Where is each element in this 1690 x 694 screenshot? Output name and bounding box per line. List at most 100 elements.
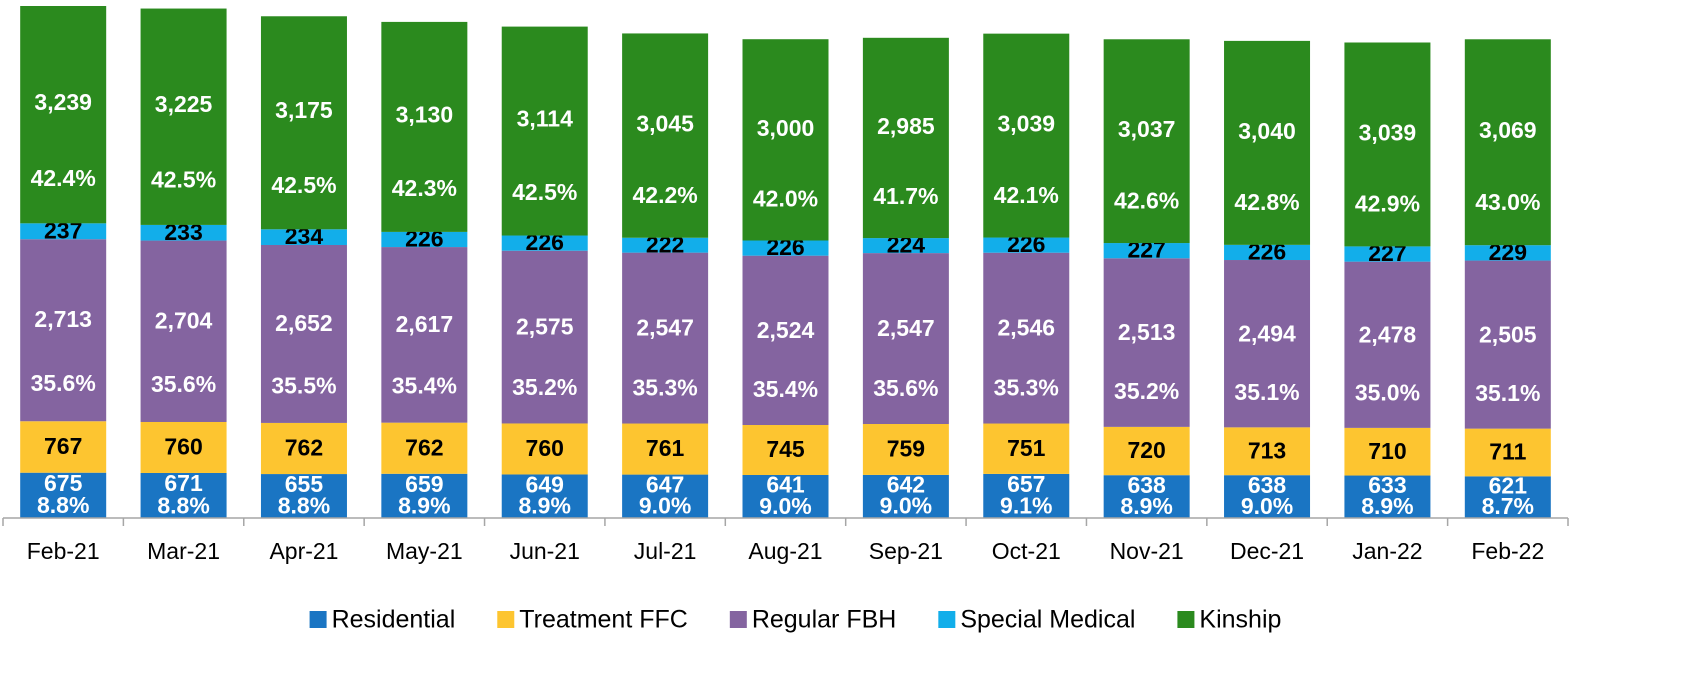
bar-segment bbox=[501, 250, 588, 424]
percent-label: 8.7% bbox=[1482, 493, 1534, 519]
bar-segment bbox=[1224, 244, 1311, 261]
percent-label: 35.4% bbox=[392, 373, 457, 399]
bar-segment bbox=[1103, 243, 1190, 259]
bar-segment bbox=[862, 37, 949, 239]
bar-segment bbox=[742, 240, 829, 256]
value-label: 2,494 bbox=[1238, 320, 1296, 346]
bar-segment bbox=[381, 473, 468, 518]
value-label: 3,039 bbox=[997, 110, 1055, 136]
percent-label: 42.5% bbox=[512, 179, 577, 205]
value-label: 2,652 bbox=[275, 310, 333, 336]
x-tick-label: Feb-22 bbox=[1471, 538, 1544, 564]
bar-segment bbox=[1344, 475, 1431, 518]
percent-label: 42.0% bbox=[753, 185, 818, 211]
percent-label: 42.6% bbox=[1114, 187, 1179, 213]
value-label: 710 bbox=[1368, 438, 1406, 464]
value-label: 671 bbox=[164, 470, 203, 496]
percent-label: 35.1% bbox=[1234, 379, 1299, 405]
x-tick-label: Nov-21 bbox=[1110, 538, 1184, 564]
value-label: 2,524 bbox=[757, 317, 815, 343]
bar-segment bbox=[742, 39, 829, 241]
percent-label: 8.8% bbox=[278, 493, 330, 519]
value-label: 759 bbox=[887, 436, 925, 462]
bar-segment bbox=[622, 252, 709, 424]
bar-segment bbox=[501, 26, 588, 236]
bar-segment bbox=[140, 224, 227, 241]
percent-label: 43.0% bbox=[1475, 189, 1540, 215]
percent-label: 42.9% bbox=[1355, 191, 1420, 217]
value-label: 2,513 bbox=[1118, 319, 1176, 345]
value-label: 3,225 bbox=[155, 91, 213, 117]
bar-segment bbox=[501, 474, 588, 518]
percent-label: 42.3% bbox=[392, 175, 457, 201]
x-tick-label: Feb-21 bbox=[27, 538, 100, 564]
bar-segment bbox=[1464, 260, 1551, 429]
value-label: 2,617 bbox=[396, 311, 454, 337]
bar-segment bbox=[381, 21, 468, 232]
percent-label: 35.2% bbox=[512, 374, 577, 400]
percent-label: 42.5% bbox=[151, 167, 216, 193]
value-label: 3,040 bbox=[1238, 118, 1296, 144]
bar-segment bbox=[140, 240, 227, 422]
bar-segment bbox=[260, 474, 347, 518]
percent-label: 8.9% bbox=[1361, 493, 1413, 519]
bar-segment bbox=[622, 33, 709, 238]
bar-segment bbox=[1103, 258, 1190, 427]
value-label: 762 bbox=[285, 435, 323, 461]
bar-segment bbox=[501, 423, 588, 475]
bar-segment bbox=[622, 237, 709, 253]
percent-label: 9.0% bbox=[759, 493, 811, 519]
bar-segment bbox=[622, 474, 709, 518]
value-label: 761 bbox=[646, 435, 685, 461]
x-tick-label: Sep-21 bbox=[869, 538, 943, 564]
bar-segment bbox=[1224, 40, 1311, 245]
percent-label: 42.1% bbox=[994, 182, 1059, 208]
value-label: 3,114 bbox=[517, 106, 573, 132]
x-tick-label: Apr-21 bbox=[269, 538, 338, 564]
bar-segment bbox=[20, 223, 107, 240]
value-label: 3,175 bbox=[275, 97, 333, 123]
percent-label: 35.3% bbox=[633, 374, 698, 400]
value-label: 762 bbox=[405, 434, 443, 460]
value-label: 751 bbox=[1007, 435, 1046, 461]
bar-segment bbox=[20, 239, 107, 422]
bar-segment bbox=[1103, 39, 1190, 244]
legend-swatch bbox=[309, 611, 327, 628]
value-label: 3,037 bbox=[1118, 116, 1176, 142]
percent-label: 35.1% bbox=[1475, 380, 1540, 406]
value-label: 720 bbox=[1127, 437, 1165, 463]
percent-label: 9.0% bbox=[880, 493, 932, 519]
x-tick-label: Dec-21 bbox=[1230, 538, 1304, 564]
legend: Residential Treatment FFC Regular FBH Speci… bbox=[309, 606, 1281, 634]
bar-segment bbox=[742, 255, 829, 426]
bar-segment bbox=[742, 474, 829, 518]
value-label: 649 bbox=[526, 471, 564, 497]
value-label: 3,239 bbox=[34, 89, 92, 115]
bar-segment bbox=[983, 423, 1070, 474]
percent-label: 35.0% bbox=[1355, 380, 1420, 406]
percent-label: 8.9% bbox=[1120, 493, 1172, 519]
value-label: 2,478 bbox=[1359, 322, 1417, 348]
percent-label: 35.2% bbox=[1114, 378, 1179, 404]
value-label: 2,547 bbox=[636, 315, 694, 341]
percent-label: 35.6% bbox=[873, 375, 938, 401]
value-label: 675 bbox=[44, 470, 83, 496]
percent-label: 8.9% bbox=[398, 492, 450, 518]
value-label: 647 bbox=[646, 471, 684, 497]
value-label: 760 bbox=[526, 435, 564, 461]
x-tick-label: Oct-21 bbox=[992, 538, 1061, 564]
legend-swatch bbox=[729, 611, 747, 628]
value-label: 3,039 bbox=[1359, 119, 1417, 145]
value-label: 2,505 bbox=[1479, 321, 1537, 347]
percent-label: 8.8% bbox=[37, 492, 89, 518]
bar-segment bbox=[140, 472, 227, 518]
value-label: 2,546 bbox=[997, 315, 1055, 341]
legend-swatch bbox=[938, 611, 956, 628]
x-tick-label: Aug-21 bbox=[748, 538, 822, 564]
bar-segment bbox=[983, 237, 1070, 253]
value-label: 621 bbox=[1489, 473, 1528, 499]
x-tick-label: Jan-22 bbox=[1352, 538, 1422, 564]
legend-label: Kinship bbox=[1199, 606, 1281, 634]
